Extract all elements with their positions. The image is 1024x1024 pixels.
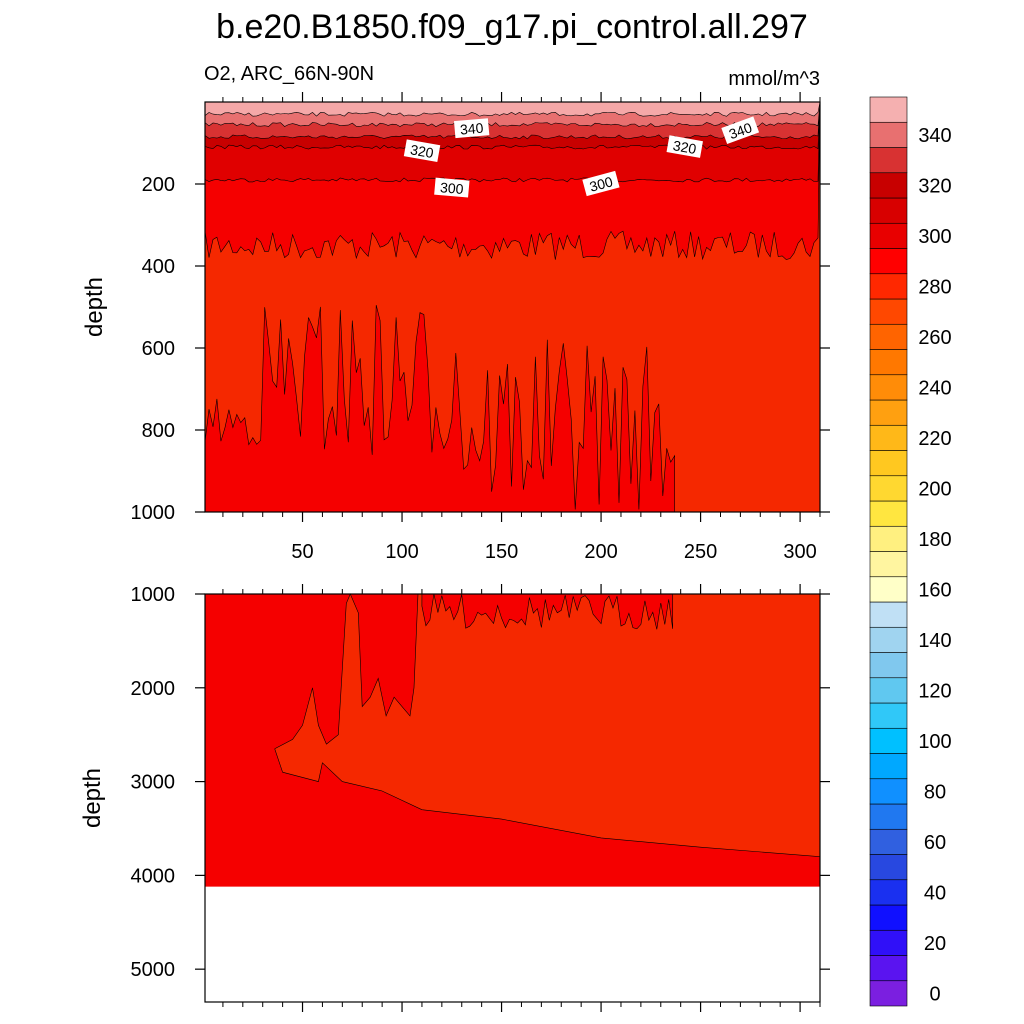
colorbar-swatch	[869, 727, 908, 754]
upper-y-tick-label: 400	[142, 256, 175, 278]
colorbar-swatch	[869, 929, 908, 956]
colorbar-tick-label: 140	[918, 630, 951, 652]
colorbar-swatch	[869, 677, 908, 704]
colorbar-swatch	[869, 753, 908, 780]
colorbar-tick-label: 100	[918, 731, 951, 753]
colorbar-swatch	[869, 323, 908, 350]
units-label: mmol/m^3	[728, 68, 820, 90]
lower-y-tick-label: 3000	[131, 772, 176, 794]
colorbar-swatch	[869, 172, 908, 199]
lower-y-tick-label: 4000	[131, 865, 176, 887]
colorbar-swatch	[869, 601, 908, 628]
colorbar: 0 20 40 60 80 100 120 140 160 180 200 220 240 260 280 3…	[869, 96, 952, 1007]
colorbar-swatch	[869, 828, 908, 855]
colorbar-swatch	[869, 500, 908, 527]
colorbar-tick-label: 120	[918, 680, 951, 702]
colorbar-swatch	[869, 248, 908, 275]
lower-y-tick-label: 1000	[131, 584, 176, 606]
colorbar-tick-label: 80	[924, 781, 946, 803]
colorbar-tick-label: 280	[918, 276, 951, 298]
colorbar-tick-label: 160	[918, 579, 951, 601]
lower-y-tick-label: 2000	[131, 678, 176, 700]
contour-label: 320	[666, 135, 703, 158]
colorbar-swatch	[869, 904, 908, 931]
colorbar-swatch	[869, 273, 908, 300]
colorbar-swatch	[869, 652, 908, 679]
colorbar-swatch	[869, 576, 908, 603]
colorbar-swatch	[869, 96, 908, 123]
colorbar-tick-label: 180	[918, 529, 951, 551]
upper-y-tick-label: 600	[142, 338, 175, 360]
colorbar-tick-label: 60	[924, 832, 946, 854]
upper-x-tick-label: 250	[684, 541, 717, 563]
colorbar-tick-label: 220	[918, 428, 951, 450]
colorbar-tick-label: 260	[918, 327, 951, 349]
lower-ylabel: depth	[79, 768, 106, 828]
colorbar-swatch	[869, 525, 908, 552]
colorbar-swatch	[869, 803, 908, 830]
contour-label: 340	[453, 118, 490, 139]
upper-x-tick-label: 150	[485, 541, 518, 563]
colorbar-swatch	[869, 980, 908, 1007]
variable-label: O2, ARC_66N-90N	[204, 63, 374, 85]
svg-text:320: 320	[409, 141, 435, 161]
contour-label: 320	[403, 139, 441, 163]
upper-panel: 340 320 320 340 300 300 50 100 150 200 250 300 200 4…	[81, 92, 830, 563]
upper-y-tick-label: 1000	[131, 502, 176, 524]
colorbar-swatch	[869, 626, 908, 653]
colorbar-swatch	[869, 450, 908, 477]
colorbar-tick-label: 200	[918, 478, 951, 500]
colorbar-tick-label: 320	[918, 175, 951, 197]
colorbar-swatch	[869, 702, 908, 729]
upper-x-tick-label: 300	[783, 541, 816, 563]
upper-deep-oxygen-region	[204, 305, 676, 513]
colorbar-swatch	[869, 424, 908, 451]
colorbar-swatch	[869, 854, 908, 881]
colorbar-swatch	[869, 222, 908, 249]
colorbar-swatch	[869, 778, 908, 805]
svg-text:340: 340	[727, 119, 755, 142]
upper-x-tick-label: 100	[385, 541, 418, 563]
colorbar-swatch	[869, 197, 908, 224]
colorbar-swatch	[869, 349, 908, 376]
colorbar-tick-label: 0	[929, 983, 940, 1005]
svg-text:300: 300	[588, 173, 615, 195]
upper-x-tick-label: 200	[584, 541, 617, 563]
lower-panel: 1000 2000 3000 4000 5000 depth	[79, 584, 830, 1012]
svg-text:300: 300	[439, 179, 464, 197]
upper-y-tick-label: 800	[142, 420, 175, 442]
colorbar-swatch	[869, 955, 908, 982]
colorbar-swatch	[869, 399, 908, 426]
svg-text:320: 320	[672, 137, 698, 157]
lower-y-tick-label: 5000	[131, 959, 176, 981]
contour-label: 340	[721, 116, 760, 145]
colorbar-tick-label: 300	[918, 226, 951, 248]
lower-band-core	[274, 593, 821, 857]
contour-label: 300	[434, 177, 470, 198]
upper-x-tick-label: 50	[291, 541, 313, 563]
svg-text:340: 340	[459, 120, 484, 138]
colorbar-swatch	[869, 121, 908, 148]
chart-title: b.e20.B1850.f09_g17.pi_control.all.297	[216, 8, 808, 46]
colorbar-tick-label: 340	[918, 125, 951, 147]
upper-ylabel: depth	[81, 277, 108, 337]
colorbar-swatch	[869, 879, 908, 906]
upper-frame	[204, 101, 821, 513]
upper-y-tick-label: 200	[142, 174, 175, 196]
colorbar-swatch	[869, 551, 908, 578]
upper-band	[204, 101, 821, 117]
colorbar-tick-label: 20	[924, 933, 946, 955]
colorbar-swatch	[869, 147, 908, 174]
colorbar-swatch	[869, 475, 908, 502]
colorbar-swatch	[869, 374, 908, 401]
colorbar-tick-label: 40	[924, 882, 946, 904]
colorbar-tick-label: 240	[918, 377, 951, 399]
colorbar-swatch	[869, 298, 908, 325]
lower-frame	[204, 593, 821, 1003]
